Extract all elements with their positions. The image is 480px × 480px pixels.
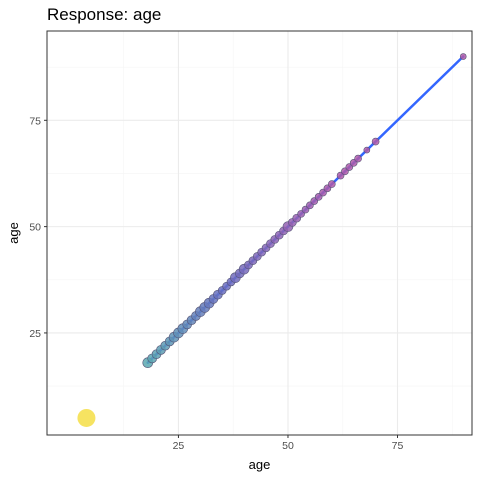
y-tick-label: 75 [29, 115, 41, 127]
panel-background [47, 31, 472, 435]
data-point [371, 137, 380, 146]
x-tick-label: 25 [173, 440, 185, 452]
plot-panel [47, 31, 472, 435]
panel-border [46, 30, 473, 436]
y-axis-title: age [6, 222, 21, 244]
x-tick-label: 50 [282, 440, 294, 452]
data-point [354, 154, 362, 163]
plot-marks [77, 53, 467, 427]
y-tick-label: 25 [29, 328, 41, 340]
chart-title: Response: age [47, 5, 161, 24]
y-tick-label: 50 [29, 222, 41, 234]
data-point [327, 180, 336, 188]
outlier-point [77, 408, 96, 427]
x-axis-title: age [249, 457, 271, 472]
data-point [459, 53, 467, 60]
data-point [363, 146, 371, 154]
x-tick-label: 75 [392, 440, 404, 452]
axis-ticks: 25 50 75 25 50 75 [29, 115, 403, 452]
